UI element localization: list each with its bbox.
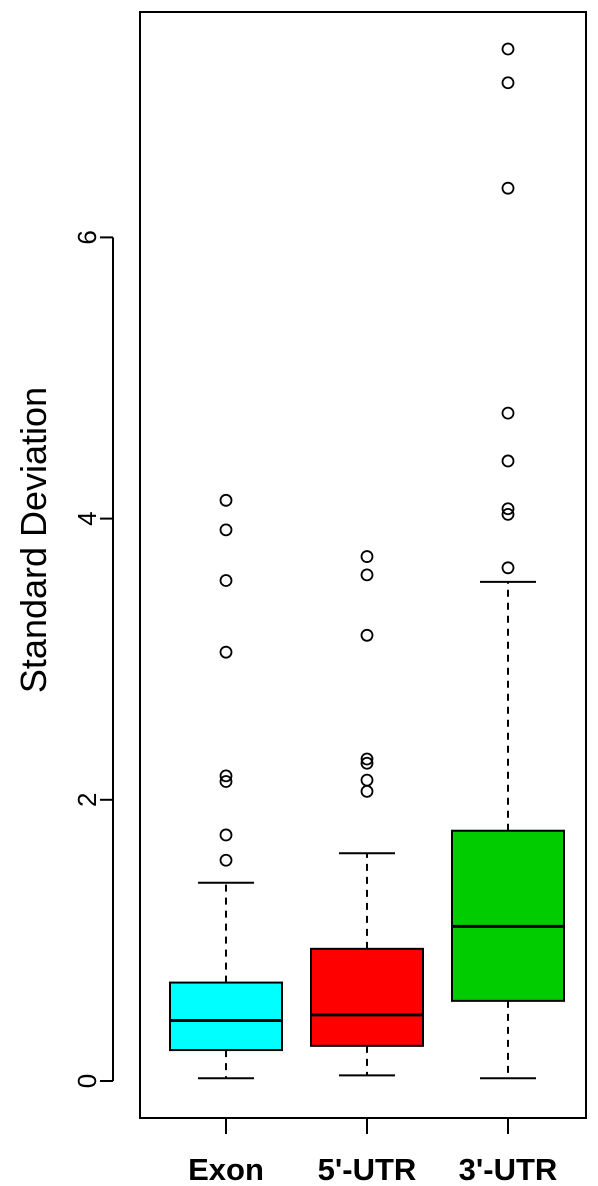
outlier-point [219, 523, 233, 537]
iqr-box [310, 947, 424, 1047]
outlier-point [360, 784, 374, 798]
outlier-point [501, 507, 515, 521]
y-tick-label: 4 [72, 511, 102, 525]
outlier-point [360, 773, 374, 787]
box-group [451, 42, 565, 1080]
outlier-point [360, 568, 374, 582]
outlier-point [360, 756, 374, 770]
y-tick-label: 0 [72, 1074, 102, 1088]
outlier-point [501, 76, 515, 90]
y-axis-title: Standard Deviation [13, 387, 54, 693]
outlier-point [501, 561, 515, 575]
y-axis: 0 2 4 6 [72, 230, 114, 1088]
iqr-box [451, 829, 565, 1002]
outlier-point [219, 493, 233, 507]
boxes [169, 42, 565, 1080]
plot-frame [139, 11, 587, 1119]
outlier-point [360, 628, 374, 642]
x-tick-label: 5'-UTR [318, 1152, 417, 1186]
outlier-point [360, 550, 374, 563]
box-group [310, 550, 424, 1077]
outlier-point [219, 853, 233, 867]
box-group [169, 493, 283, 1080]
x-tick-label: 3'-UTR [459, 1152, 558, 1186]
outlier-point [501, 42, 515, 56]
outlier-point [219, 775, 233, 788]
outlier-point [501, 502, 515, 516]
outlier-point [501, 181, 515, 195]
y-tick-label: 2 [72, 793, 102, 807]
x-tick-label: Exon [188, 1152, 264, 1186]
outlier-point [360, 752, 374, 766]
outlier-point [501, 454, 515, 468]
outlier-point [219, 828, 233, 842]
x-axis: Exon 5'-UTR 3'-UTR [188, 1118, 557, 1186]
outlier-point [501, 406, 515, 420]
outlier-point [219, 574, 233, 587]
y-tick-label: 6 [72, 230, 102, 244]
iqr-box [169, 981, 283, 1052]
outlier-point [219, 645, 233, 659]
outlier-point [219, 769, 233, 783]
